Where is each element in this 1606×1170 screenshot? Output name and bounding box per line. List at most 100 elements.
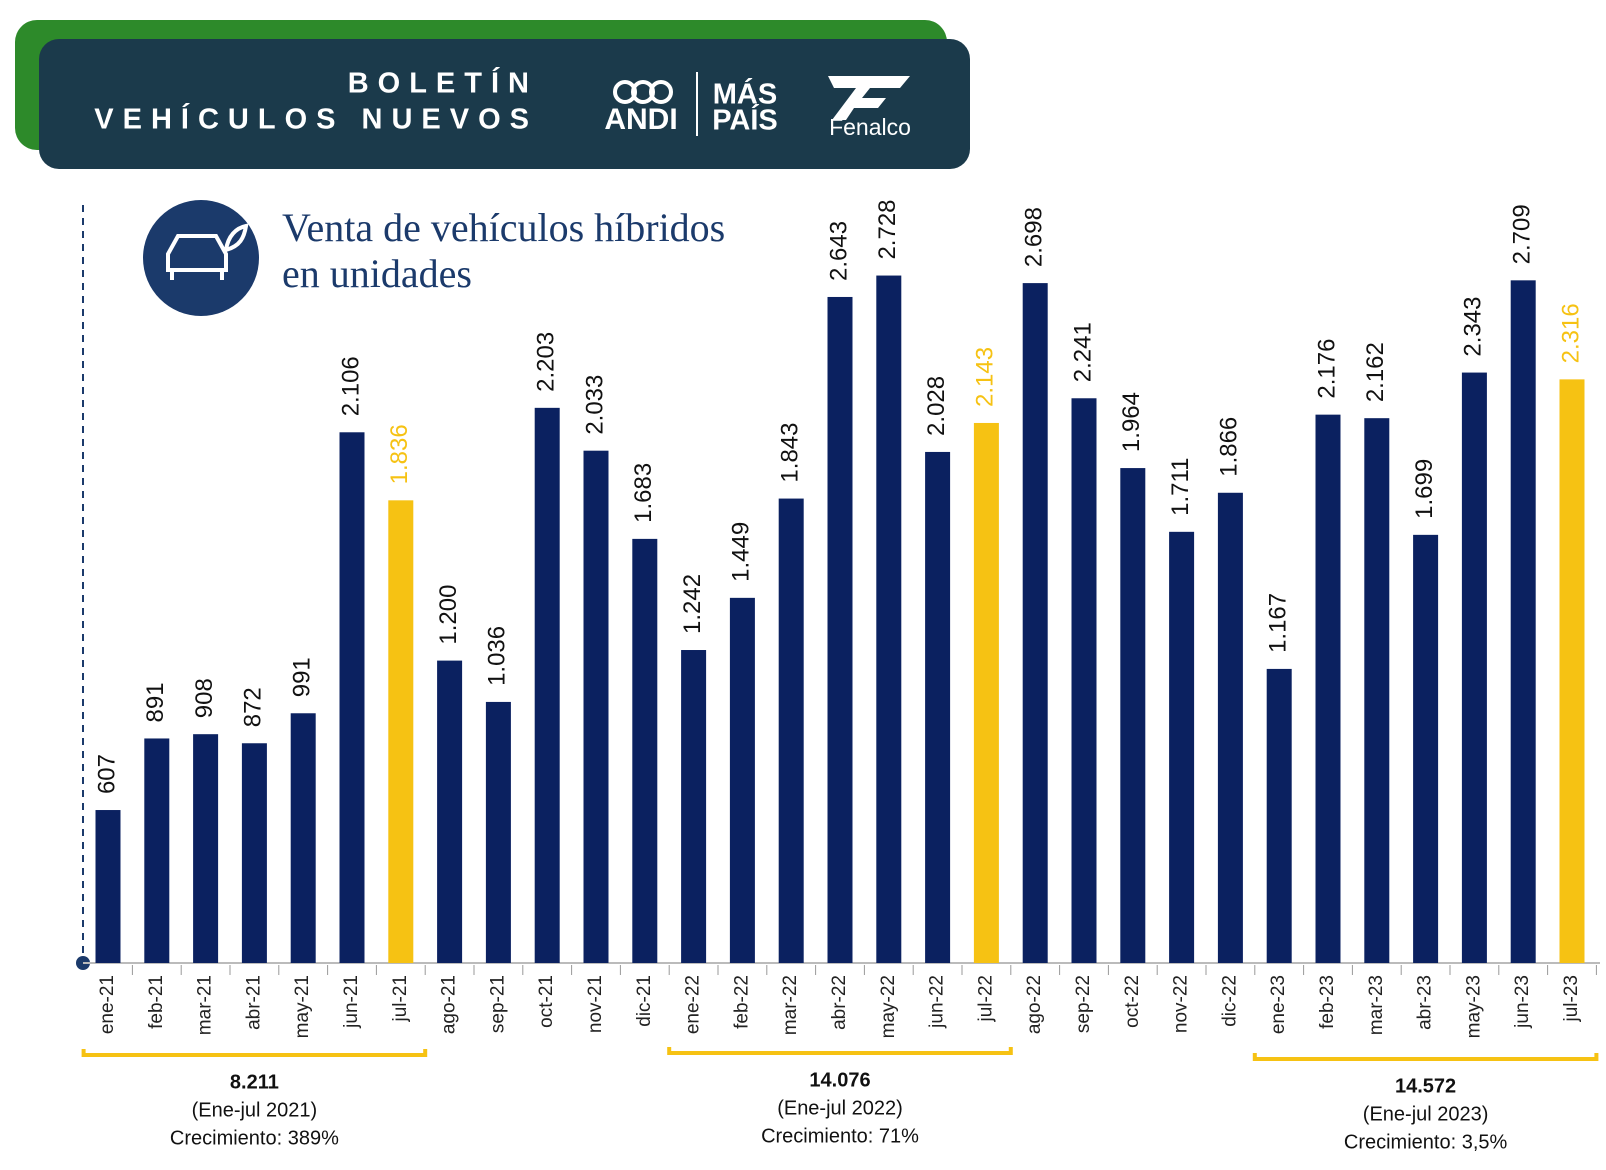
car-icon-bg	[143, 200, 259, 316]
bar	[1364, 418, 1390, 963]
bar	[1461, 372, 1487, 964]
bar	[1071, 398, 1097, 963]
x-tick-label: jun-21	[341, 975, 362, 1029]
x-tick-label: sep-22	[1073, 975, 1094, 1033]
value-label: 1.036	[484, 626, 511, 686]
value-label: 1.836	[386, 424, 413, 484]
x-tick-label: nov-22	[1171, 975, 1192, 1033]
x-tick-label: may-21	[292, 975, 313, 1038]
bar	[973, 422, 999, 963]
logo-maspais: PAÍS	[712, 103, 778, 137]
x-tick-label: jul-22	[975, 975, 996, 1022]
bar	[778, 498, 804, 963]
x-tick-label: oct-22	[1122, 975, 1143, 1028]
bar	[290, 713, 316, 963]
x-tick-label: may-23	[1463, 975, 1484, 1038]
bar	[1266, 668, 1292, 963]
group-total: 8.211	[230, 1071, 279, 1093]
x-tick-label: ene-23	[1268, 975, 1289, 1034]
bar	[583, 450, 609, 964]
group-bracket	[1252, 1053, 1599, 1061]
x-tick-label: ago-22	[1024, 975, 1045, 1034]
group-total: 14.076	[809, 1069, 870, 1091]
bar	[681, 650, 707, 963]
bar	[534, 407, 560, 963]
value-label: 2.203	[533, 332, 560, 392]
bar	[1510, 280, 1536, 963]
chart-title: en unidades	[282, 251, 472, 296]
value-label: 891	[142, 682, 169, 722]
bar	[1315, 414, 1341, 963]
value-label: 1.683	[630, 463, 657, 523]
group-growth: Crecimiento: 71%	[761, 1125, 919, 1147]
andi-icon	[613, 80, 673, 104]
value-label: 1.843	[777, 423, 804, 483]
x-tick-label: feb-21	[146, 975, 167, 1029]
bar	[1413, 534, 1439, 963]
value-label: 1.167	[1265, 593, 1292, 653]
x-tick-label: oct-21	[536, 975, 557, 1028]
value-label: 2.643	[825, 221, 852, 281]
x-tick-label: ago-21	[439, 975, 460, 1034]
value-label: 2.343	[1460, 297, 1487, 357]
x-tick-label: feb-22	[731, 975, 752, 1029]
group-period: (Ene-jul 2022)	[777, 1097, 903, 1119]
fenalco-icon	[828, 76, 910, 120]
bar	[1559, 379, 1585, 963]
value-label: 607	[93, 754, 120, 794]
x-tick-label: jun-22	[927, 975, 948, 1029]
header-title: BOLETÍN	[348, 66, 538, 100]
x-tick-label: jul-21	[390, 975, 411, 1022]
value-label: 2.176	[1313, 339, 1340, 399]
bar	[95, 810, 121, 963]
value-label: 2.143	[972, 347, 999, 407]
bar	[925, 451, 951, 963]
x-tick-label: mar-22	[780, 975, 801, 1035]
group-total: 14.572	[1395, 1075, 1456, 1097]
x-tick-label: mar-21	[195, 975, 216, 1035]
value-label: 991	[289, 657, 316, 697]
group-period: (Ene-jul 2021)	[192, 1099, 318, 1121]
value-label: 2.162	[1362, 342, 1389, 402]
x-tick-label: may-22	[878, 975, 899, 1038]
value-label: 2.028	[923, 376, 950, 436]
value-label: 1.242	[679, 574, 706, 634]
x-tick-label: jul-23	[1561, 975, 1582, 1022]
value-label: 2.316	[1557, 303, 1584, 363]
bar	[437, 660, 463, 963]
value-label: 2.698	[1021, 207, 1048, 267]
logo-maspais: MÁS	[713, 77, 777, 111]
value-label: 1.200	[435, 585, 462, 645]
value-label: 1.866	[1216, 417, 1243, 477]
group-bracket	[667, 1047, 1013, 1055]
x-tick-label: abr-21	[243, 975, 264, 1030]
x-tick-label: ene-22	[683, 975, 704, 1034]
x-tick-label: dic-21	[634, 975, 655, 1027]
group-bracket	[81, 1049, 428, 1057]
bar	[144, 738, 170, 963]
bar	[1217, 492, 1243, 963]
x-tick-label: feb-23	[1317, 975, 1338, 1029]
x-tick-label: ene-21	[97, 975, 118, 1034]
value-label: 908	[191, 678, 218, 718]
bar	[632, 538, 658, 963]
value-label: 2.241	[1069, 322, 1096, 382]
bar	[1169, 531, 1195, 963]
logo-andi: ANDI	[604, 103, 677, 136]
bar	[876, 275, 902, 963]
x-tick-label: abr-23	[1415, 975, 1436, 1030]
x-tick-label: jun-23	[1512, 975, 1533, 1029]
bar	[339, 432, 365, 964]
x-tick-label: abr-22	[829, 975, 850, 1030]
group-growth: Crecimiento: 3,5%	[1344, 1131, 1508, 1153]
value-label: 1.449	[728, 522, 755, 582]
x-tick-label: dic-22	[1219, 975, 1240, 1027]
value-label: 872	[240, 687, 267, 727]
header-banner	[39, 39, 970, 169]
value-label: 1.964	[1118, 392, 1145, 452]
value-label: 2.709	[1509, 204, 1536, 264]
logo-fenalco: Fenalco	[829, 114, 911, 140]
value-label: 2.728	[874, 199, 901, 259]
chart-title: Venta de vehículos híbridos	[282, 205, 725, 250]
